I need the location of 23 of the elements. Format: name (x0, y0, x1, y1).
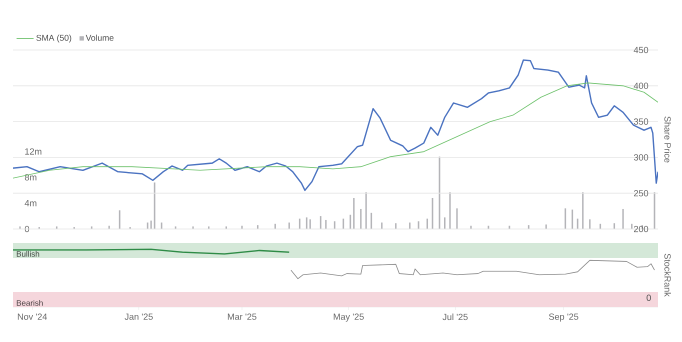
legend-label: Volume (86, 34, 114, 41)
y2-tick-label: 450 (634, 46, 648, 54)
y-axis-title: StockRank (664, 254, 671, 297)
y2-tick-label: 300 (634, 154, 648, 161)
y-tick-label: 4m (24, 200, 36, 206)
annotation: 0 (646, 294, 651, 301)
y2-tick-label: 350 (634, 118, 648, 125)
x-tick-label: Mar '25 (228, 314, 256, 320)
y2-tick-label: 250 (634, 190, 648, 196)
y-tick-label: 0 (24, 226, 30, 232)
y2-tick-label: 200 (634, 226, 648, 232)
x-tick-label: Nov '24 (18, 314, 48, 320)
line-series (13, 82, 658, 179)
y-tick-label: 12m (25, 148, 42, 155)
y-tick-label: 8m (24, 174, 36, 180)
y2-tick-label: 400 (634, 82, 648, 89)
legend-label: SMA (50) (36, 34, 72, 42)
x-tick-label: Jul '25 (442, 314, 468, 320)
y2-axis-title: Share Price (664, 116, 671, 163)
x-tick-label: May '25 (334, 314, 364, 322)
x-tick-label: Sep '25 (548, 314, 578, 322)
x-tick-label: Jan '25 (124, 314, 153, 320)
line-series (13, 59, 658, 192)
